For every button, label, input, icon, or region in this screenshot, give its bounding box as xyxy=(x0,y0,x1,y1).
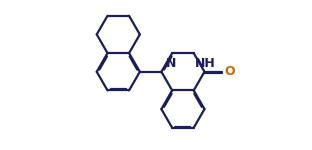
Text: N: N xyxy=(166,57,176,70)
Text: NH: NH xyxy=(195,57,215,70)
Text: O: O xyxy=(224,65,235,78)
